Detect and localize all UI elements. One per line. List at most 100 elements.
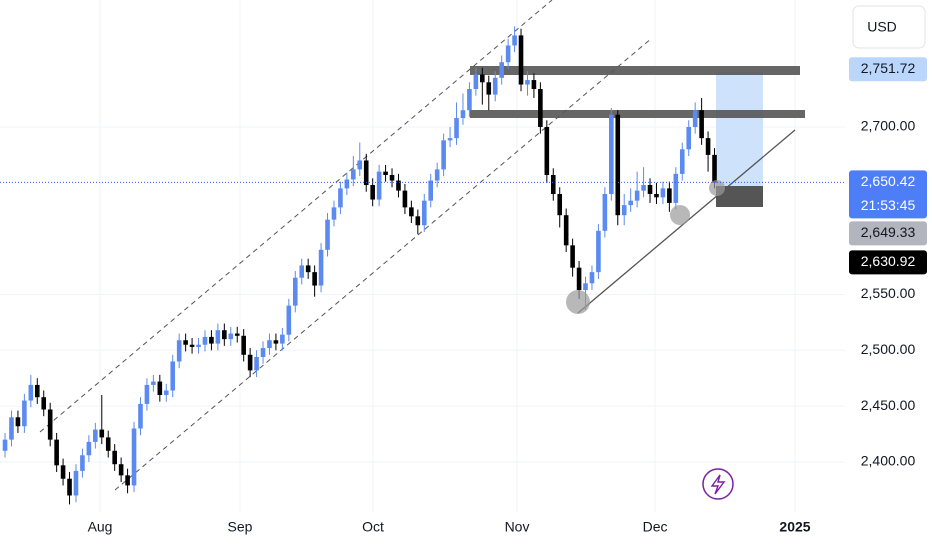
candle-body — [292, 277, 298, 306]
candles — [2, 26, 717, 505]
candle-body — [570, 245, 575, 268]
price-label-box — [849, 221, 927, 246]
candle-body — [492, 77, 498, 95]
candle-body — [331, 207, 337, 220]
candle-body — [344, 179, 350, 189]
candle-body — [118, 464, 124, 476]
candle-body — [280, 334, 285, 344]
candle-body — [512, 35, 517, 46]
candle-body — [673, 173, 679, 203]
candle-body — [550, 174, 556, 194]
touch-point — [709, 180, 725, 196]
candle-body — [660, 188, 666, 198]
candle-body — [54, 439, 59, 466]
candle-body — [705, 138, 711, 155]
touch-point — [670, 205, 690, 225]
candle-body — [460, 110, 466, 119]
candle-body — [112, 450, 117, 465]
candle-body — [699, 110, 704, 139]
channel-upper — [39, 0, 553, 433]
y-tick-label: 2,500.00 — [861, 341, 916, 357]
candle-body — [557, 193, 563, 216]
touch-points — [566, 180, 734, 500]
candle-body — [196, 344, 201, 347]
candle-body — [267, 340, 272, 349]
candle-body — [531, 80, 537, 89]
candle-body — [647, 185, 653, 194]
candle-body — [41, 397, 47, 410]
current-price-box — [849, 170, 927, 219]
candle-body — [589, 272, 595, 284]
x-tick-label: Nov — [505, 519, 530, 535]
candle-body — [363, 160, 369, 186]
candle-body — [615, 114, 621, 216]
drawings — [39, 0, 805, 491]
y-tick-label: 2,550.00 — [861, 285, 916, 301]
candle-body — [305, 265, 311, 273]
candle-body — [34, 384, 40, 398]
candle-body — [473, 74, 479, 89]
candle-body — [47, 409, 53, 440]
candle-body — [415, 216, 421, 226]
candle-body — [634, 190, 640, 201]
candle-body — [260, 348, 266, 358]
candle-body — [454, 118, 459, 139]
current-price-label: 2,650.42 — [861, 173, 916, 189]
candle-body — [241, 335, 246, 355]
candle-body — [641, 185, 646, 191]
candle-body — [138, 403, 143, 429]
candle-body — [222, 330, 227, 340]
candle-body — [157, 381, 163, 395]
price-label-box — [849, 250, 927, 275]
alert-icon[interactable] — [702, 468, 734, 500]
candle-body — [125, 475, 130, 486]
candle-body — [421, 200, 427, 226]
price-label: 2,649.33 — [861, 224, 916, 240]
candle-body — [370, 185, 375, 200]
candle-body — [357, 160, 363, 170]
candle-body — [67, 478, 72, 496]
currency: USD — [867, 19, 897, 35]
candle-body — [209, 336, 214, 344]
candle-body — [602, 193, 608, 231]
target-zone — [716, 72, 763, 186]
candle-body — [254, 357, 259, 371]
y-tick-label: 2,450.00 — [861, 397, 916, 413]
candle-body — [376, 171, 382, 200]
candle-body — [105, 437, 111, 451]
x-tick-label: Aug — [88, 519, 113, 535]
currency-box[interactable] — [852, 5, 926, 49]
candle-body — [563, 215, 569, 246]
candle-body — [151, 381, 156, 385]
candle-body — [163, 390, 169, 395]
candle-body — [2, 439, 8, 451]
candle-body — [686, 126, 692, 150]
candle-body — [312, 272, 317, 286]
candle-body — [480, 74, 485, 83]
candle-body — [338, 188, 343, 208]
candle-body — [389, 174, 395, 181]
candle-body — [202, 336, 208, 345]
candle-body — [583, 283, 588, 291]
x-tick-label: 2025 — [779, 519, 810, 535]
y-tick-label: 2,700.00 — [861, 118, 916, 134]
candle-body — [667, 188, 672, 203]
candle-body — [679, 149, 685, 174]
candle-body — [86, 441, 92, 456]
candle-body — [28, 384, 34, 401]
candle-body — [409, 207, 414, 217]
price-label: 2,751.72 — [861, 60, 916, 76]
candle-body — [402, 190, 408, 208]
resistance-zone — [470, 110, 805, 118]
price-label: 2,630.92 — [861, 253, 916, 269]
candle-body — [518, 35, 524, 85]
candle-body — [60, 465, 66, 479]
candle-body — [189, 344, 195, 347]
candle-body — [351, 169, 356, 180]
candle-body — [325, 219, 330, 250]
candle-body — [73, 470, 79, 496]
candle-body — [247, 354, 253, 371]
candle-body — [628, 200, 633, 206]
x-tick-label: Oct — [362, 519, 384, 535]
